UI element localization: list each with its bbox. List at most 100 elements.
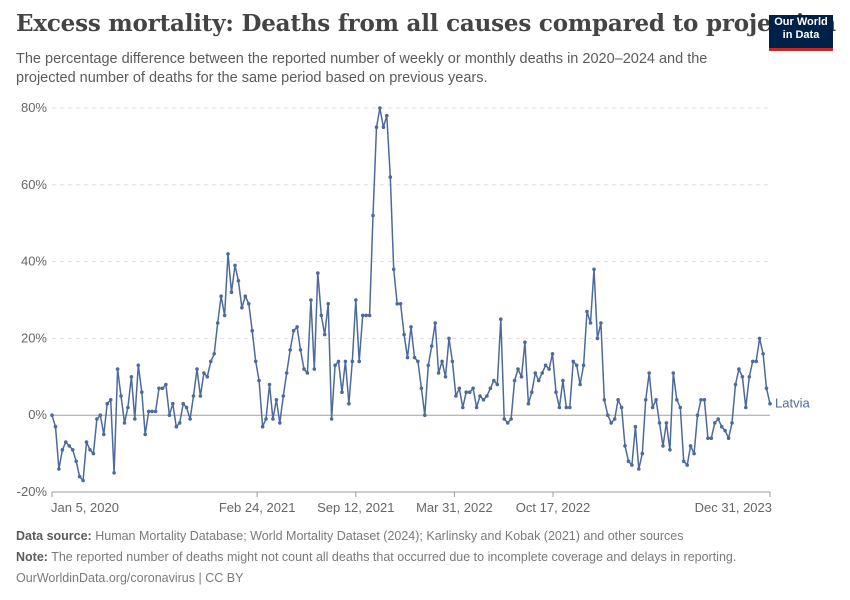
data-point (215, 321, 220, 325)
data-point (502, 417, 507, 421)
data-point (530, 390, 534, 395)
data-point (602, 398, 607, 402)
x-tick-label: Sep 12, 2021 (317, 500, 394, 515)
data-point (336, 359, 341, 364)
data-point (471, 386, 475, 391)
data-point (188, 417, 192, 421)
y-tick-label: 40% (21, 254, 47, 269)
data-point (495, 382, 500, 387)
data-point (450, 359, 455, 364)
data-point (354, 298, 358, 302)
data-point (271, 417, 275, 421)
data-point (371, 213, 375, 218)
logo-line-1: Our World (774, 16, 828, 28)
data-point (640, 451, 645, 456)
data-point (177, 421, 182, 425)
data-point (95, 417, 99, 421)
data-point (174, 424, 179, 429)
data-point (671, 371, 676, 375)
note-text: The reported number of deaths might not … (51, 550, 737, 564)
data-point (681, 459, 686, 464)
data-point (757, 336, 762, 341)
data-point (768, 401, 772, 406)
data-point (523, 340, 527, 345)
data-point (115, 367, 120, 371)
data-point (540, 371, 544, 375)
data-point (554, 390, 558, 395)
y-tick-label: -20% (17, 484, 48, 499)
data-source: Data source: Human Mortality Database; W… (16, 529, 683, 543)
data-point (706, 436, 710, 441)
data-point (267, 382, 272, 387)
x-tick-label: Oct 17, 2022 (516, 500, 590, 515)
series-line (51, 107, 771, 482)
data-point (443, 375, 448, 379)
data-point (385, 113, 389, 118)
data-point (692, 451, 696, 456)
owid-logo[interactable]: Our World in Data (769, 15, 833, 51)
data-point (77, 474, 82, 479)
data-point (350, 359, 355, 364)
data-point (699, 398, 703, 402)
data-point (198, 394, 203, 398)
y-tick-label: 80% (21, 100, 47, 115)
data-point (457, 386, 462, 391)
data-point (340, 390, 344, 395)
data-point (416, 359, 420, 364)
x-axis: Jan 5, 2020 Feb 24, 2021 Sep 12, 2021 Mar 3… (51, 491, 772, 515)
data-point (719, 424, 724, 429)
data-point (257, 378, 261, 383)
data-point (212, 352, 216, 356)
y-tick-label: 20% (21, 330, 47, 345)
data-point (67, 444, 72, 448)
data-point (733, 382, 738, 387)
data-point (547, 367, 551, 371)
data-point (747, 375, 752, 379)
data-point (574, 363, 579, 368)
data-point (219, 294, 223, 299)
data-point (606, 413, 610, 418)
data-point (499, 317, 503, 322)
data-point (295, 325, 299, 329)
data-point (312, 367, 317, 371)
data-point (167, 413, 172, 418)
data-point (343, 359, 348, 364)
data-point (322, 332, 327, 337)
data-point (616, 398, 620, 402)
chart-title: Excess mortality: Deaths from all causes… (16, 10, 836, 37)
data-point (202, 371, 206, 375)
data-point (140, 390, 144, 395)
data-point (146, 409, 151, 414)
data-point (108, 398, 113, 402)
data-point (578, 382, 582, 387)
series-label-latvia: Latvia (775, 396, 810, 411)
credit-link[interactable]: OurWorldinData.org/coronavirus | CC BY (16, 571, 244, 585)
data-point (264, 417, 268, 421)
data-point (626, 459, 631, 464)
data-point (423, 413, 427, 418)
data-point (426, 363, 431, 368)
data-point (688, 444, 693, 448)
data-point (64, 440, 68, 444)
data-point (485, 394, 489, 398)
data-point (250, 328, 254, 333)
x-tick-label: Mar 31, 2022 (416, 500, 493, 515)
data-point (637, 467, 641, 471)
data-point (440, 359, 444, 364)
x-tick-label: Jan 5, 2020 (51, 500, 119, 515)
data-point (647, 371, 651, 375)
data-point (240, 305, 244, 310)
data-point (633, 424, 638, 429)
data-point (302, 367, 306, 371)
data-point (233, 263, 237, 268)
data-point (516, 367, 520, 371)
data-point (505, 421, 510, 425)
data-point (102, 432, 106, 437)
data-point (588, 321, 593, 325)
x-tick-label: Dec 31, 2023 (695, 500, 772, 515)
data-point (643, 398, 648, 402)
data-point (319, 313, 324, 318)
data-point (429, 344, 434, 348)
data-point (668, 448, 672, 452)
series-latvia[interactable]: Latvia (50, 106, 810, 483)
